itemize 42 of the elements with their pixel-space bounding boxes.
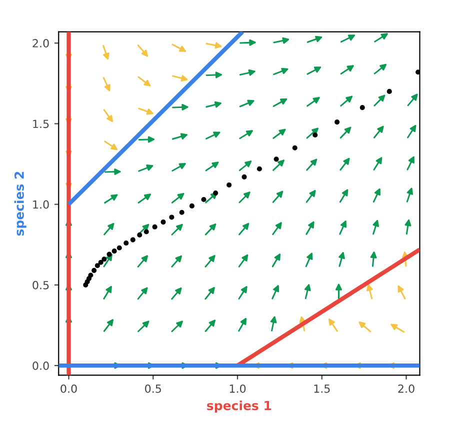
point — [160, 220, 166, 225]
point — [179, 210, 184, 215]
point — [226, 182, 232, 188]
point — [152, 224, 158, 230]
x-tick-label: 0.5 — [145, 384, 161, 393]
y-axis-title: species 2 — [14, 172, 26, 236]
x-tick-label: 0.0 — [60, 384, 77, 393]
point — [106, 252, 112, 257]
point — [189, 203, 194, 208]
y-tick-label: 1.0 — [33, 200, 49, 209]
point — [256, 166, 262, 172]
point — [360, 105, 365, 110]
point — [292, 145, 298, 150]
point — [83, 282, 88, 288]
y-tick-label: 2.0 — [32, 39, 49, 48]
point — [242, 174, 247, 180]
point — [416, 70, 420, 75]
y-tick-label: 1.5 — [33, 120, 49, 128]
point — [130, 237, 136, 242]
x-tick-label: 1.5 — [314, 384, 330, 393]
point — [116, 245, 122, 250]
x-axis-title: species 1 — [207, 400, 272, 413]
point — [169, 214, 174, 220]
y-tick-label: 0.0 — [32, 362, 49, 370]
point — [98, 260, 104, 265]
x-tick-label: 2.0 — [398, 384, 414, 393]
point — [274, 156, 279, 162]
point — [86, 276, 92, 282]
point — [201, 196, 206, 202]
point — [92, 268, 97, 273]
point — [386, 88, 392, 94]
point — [102, 256, 107, 262]
point — [137, 232, 142, 238]
x-tick-label: 1.0 — [230, 384, 246, 393]
point — [88, 272, 94, 278]
point — [144, 229, 149, 234]
y-tick-label: 0.5 — [32, 280, 49, 290]
point — [213, 190, 218, 196]
point — [334, 120, 340, 125]
point — [112, 248, 117, 254]
point — [94, 263, 100, 268]
point — [124, 240, 129, 246]
